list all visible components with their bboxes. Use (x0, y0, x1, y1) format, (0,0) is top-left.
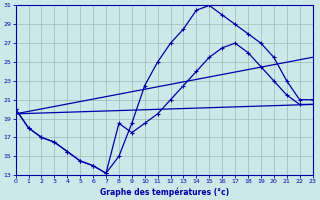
X-axis label: Graphe des températures (°c): Graphe des températures (°c) (100, 187, 229, 197)
